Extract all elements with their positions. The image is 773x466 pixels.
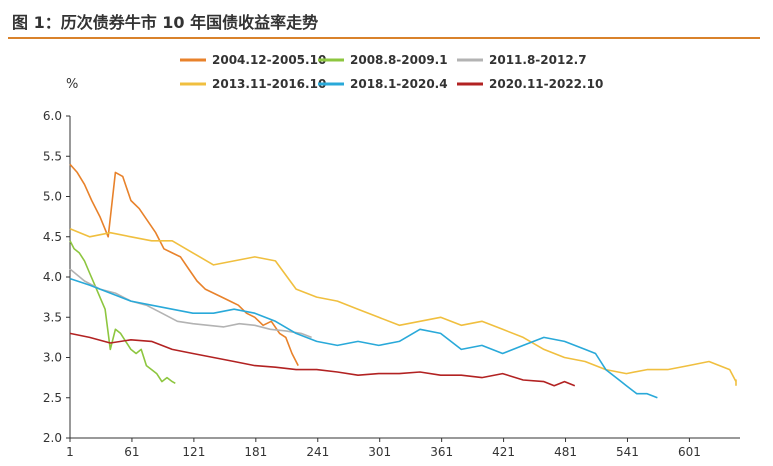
legend-label: 2011.8-2012.7	[489, 53, 587, 67]
series-line-4	[69, 227, 737, 386]
legend-item: 2013.11-2016.10	[180, 77, 326, 91]
chart-series	[69, 163, 737, 399]
legend-label: 2018.1-2020.4	[350, 77, 448, 91]
legend-item: 2018.1-2020.4	[318, 77, 448, 91]
series-line-2	[69, 240, 176, 385]
x-tick-label: 61	[124, 445, 139, 459]
x-tick-label: 301	[368, 445, 391, 459]
y-tick-label: 4.0	[43, 270, 62, 284]
series-line-1	[69, 163, 299, 366]
x-tick-label: 241	[306, 445, 329, 459]
y-tick-label: 2.0	[43, 431, 62, 445]
x-tick-label: 181	[244, 445, 267, 459]
y-tick-label: 3.5	[43, 310, 62, 324]
x-tick-label: 601	[678, 445, 701, 459]
y-tick-label: 3.0	[43, 351, 62, 365]
y-tick-label: 2.5	[43, 391, 62, 405]
x-tick-label: 121	[182, 445, 205, 459]
yield-line-chart: 2004.12-2005.10 2008.8-2009.1 2011.8-2012.…	[43, 53, 740, 459]
x-tick-label: 421	[492, 445, 515, 459]
legend-label: 2008.8-2009.1	[350, 53, 448, 67]
legend-item: 2004.12-2005.10	[180, 53, 326, 67]
title-divider	[8, 37, 760, 39]
x-tick-label: 481	[554, 445, 577, 459]
legend-item: 2020.11-2022.10	[457, 77, 603, 91]
y-tick-label: 6.0	[43, 109, 62, 123]
series-line-6	[69, 332, 576, 387]
x-tick-label: 1	[66, 445, 74, 459]
figure-title: 图 1：历次债券牛市 10 年国债收益率走势	[12, 13, 319, 32]
legend-item: 2008.8-2009.1	[318, 53, 448, 67]
y-tick-label: 5.0	[43, 190, 62, 204]
chart-legend: 2004.12-2005.10 2008.8-2009.1 2011.8-2012.…	[180, 53, 603, 91]
legend-label: 2013.11-2016.10	[212, 77, 326, 91]
legend-label: 2004.12-2005.10	[212, 53, 326, 67]
series-line-5	[69, 277, 658, 399]
legend-item: 2011.8-2012.7	[457, 53, 587, 67]
series-line-3	[69, 268, 312, 339]
legend-label: 2020.11-2022.10	[489, 77, 603, 91]
x-tick-label: 541	[616, 445, 639, 459]
chart-axes: 6.0 5.5 5.0 4.5 4.0 3.5 3.0 2.5 2.0 1 61 121 181 241 3…	[43, 109, 740, 459]
y-tick-label: 5.5	[43, 149, 62, 163]
x-tick-label: 361	[430, 445, 453, 459]
y-tick-label: 4.5	[43, 230, 62, 244]
figure-header: 图 1：历次债券牛市 10 年国债收益率走势	[0, 0, 773, 40]
y-axis-unit-label: %	[66, 77, 78, 92]
